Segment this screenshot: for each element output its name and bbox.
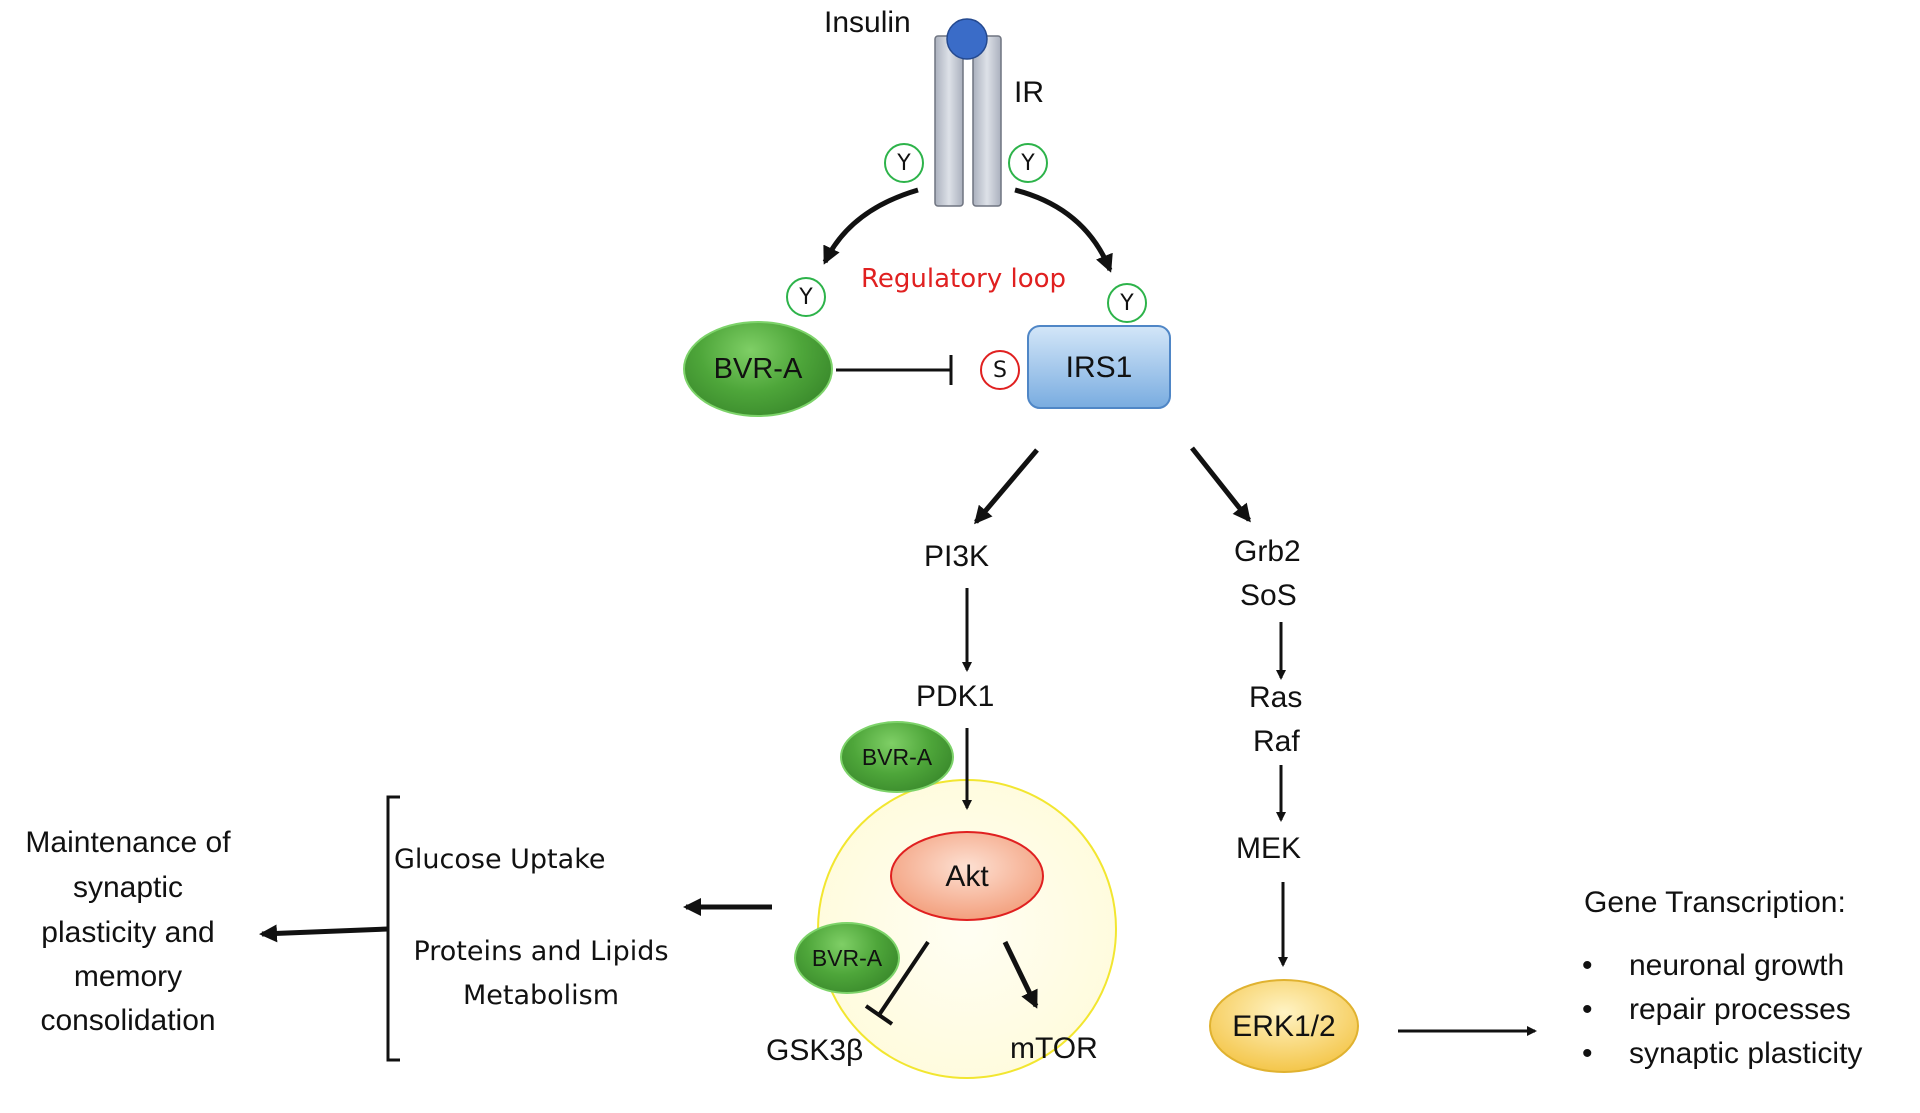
mtor-label: mTOR xyxy=(1010,1032,1098,1065)
insulin-label: Insulin xyxy=(824,6,911,39)
ras-label: Ras xyxy=(1249,681,1303,714)
irs1-label: IRS1 xyxy=(1065,351,1133,384)
effects-bracket xyxy=(386,795,400,1062)
serine-badge-irs1: S xyxy=(980,350,1020,390)
ir-label: IR xyxy=(1014,76,1044,109)
arrow-ir-to-irs1 xyxy=(1014,187,1113,273)
tyrosine-badge-left: Y xyxy=(884,143,924,183)
proteins-lipids-line1: Proteins and Lipids xyxy=(413,936,669,967)
arrow-irs1-to-pi3k xyxy=(974,448,1039,525)
gene-bullet-3: • xyxy=(1582,1037,1593,1070)
gene-item-3: synaptic plasticity xyxy=(1629,1037,1863,1070)
raf-label: Raf xyxy=(1253,725,1300,758)
outcome-line1: Maintenance of xyxy=(25,826,231,859)
pi3k-label: PI3K xyxy=(924,540,990,573)
outcome-line5: consolidation xyxy=(40,1004,216,1037)
mek-label: MEK xyxy=(1236,832,1302,865)
tyrosine-badge-bvr: Y xyxy=(786,277,826,317)
gene-transcription-title: Gene Transcription: xyxy=(1584,886,1846,919)
grb2-label: Grb2 xyxy=(1234,535,1301,568)
outcome-line3: plasticity and xyxy=(41,916,215,949)
akt-node xyxy=(890,831,1044,921)
arrow-akt-to-mtor xyxy=(1002,940,1039,1009)
gene-bullet-2: • xyxy=(1582,993,1593,1026)
tyrosine-badge-irs1: Y xyxy=(1107,283,1147,323)
irs1-box xyxy=(1027,325,1171,409)
gene-bullet-1: • xyxy=(1582,949,1593,982)
akt-label: Akt xyxy=(945,860,989,893)
bvr-a-main: BVR-A xyxy=(683,321,833,417)
gsk3b-label: GSK3β xyxy=(766,1034,864,1067)
proteins-lipids-line2: Metabolism xyxy=(462,980,620,1011)
arrow-ir-to-bvr xyxy=(822,187,919,265)
inhibit-akt-to-gsk3b xyxy=(877,940,930,1017)
bvr-a-gsk3b: BVR-A xyxy=(794,922,900,994)
bvr-a-pdk1: BVR-A xyxy=(840,721,954,793)
outcome-line2: synaptic xyxy=(72,871,184,904)
tyrosine-badge-right: Y xyxy=(1008,143,1048,183)
gene-item-2: repair processes xyxy=(1629,993,1851,1026)
insulin-receptor xyxy=(934,18,1002,207)
sos-label: SoS xyxy=(1240,579,1297,612)
erk-label: ERK1/2 xyxy=(1232,1010,1336,1043)
pdk1-label: PDK1 xyxy=(916,680,995,713)
erk-node xyxy=(1209,979,1359,1073)
arrow-effects-to-outcome xyxy=(259,924,389,943)
gene-item-1: neuronal growth xyxy=(1629,949,1845,982)
arrow-irs1-to-grb2 xyxy=(1190,446,1251,523)
outcome-line4: memory xyxy=(73,960,183,993)
regulatory-loop-label: Regulatory loop xyxy=(861,264,1067,294)
insulin-ligand xyxy=(946,18,988,60)
glucose-uptake-label: Glucose Uptake xyxy=(394,844,606,875)
